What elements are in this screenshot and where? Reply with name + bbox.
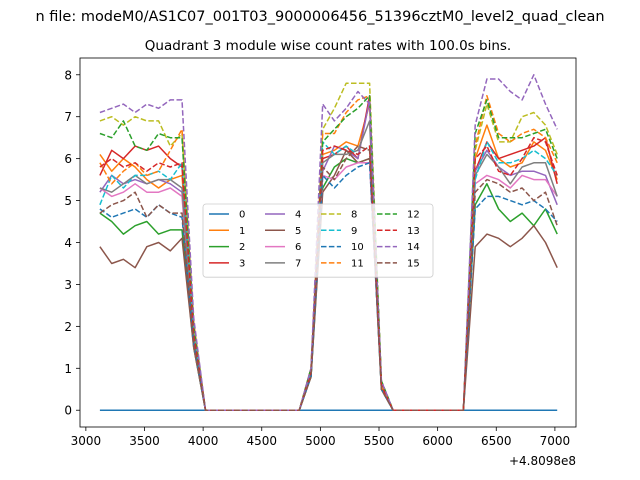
legend-label-5: 5 [295,226,301,237]
plot-area [99,74,558,411]
series-line-7 [99,120,558,411]
legend-label-13: 13 [407,226,420,237]
x-tick-label: 7000 [540,434,571,448]
legend-box [202,203,434,278]
x-tick-label: 4000 [188,434,219,448]
x-axis-offset-label: +4.8098e8 [509,454,576,468]
legend-label-6: 6 [295,242,301,253]
x-tick-label: 5000 [305,434,336,448]
plot-frame [79,57,577,428]
legend-label-11: 11 [351,258,364,269]
series-line-5 [99,149,558,411]
y-tick-label: 5 [64,194,72,208]
legend-label-14: 14 [407,242,420,253]
y-tick-label: 6 [64,152,72,166]
series-line-10 [99,162,558,411]
y-tick-label: 3 [64,278,72,292]
series-line-12 [99,94,558,411]
figure-suptitle: n file: modeM0/AS1C07_001T03_9000006456_… [35,9,604,25]
series-line-13 [99,136,558,411]
legend-label-12: 12 [407,210,420,221]
legend-label-0: 0 [239,210,245,221]
x-tick-label: 4500 [246,434,277,448]
series-line-15 [99,145,558,411]
y-tick-label: 8 [64,68,72,82]
series-line-11 [99,94,558,411]
axis-ticks: 3000 3500 4000 4500 5000 5500 6000 6500 70000123… [64,68,570,448]
legend-label-7: 7 [295,258,301,269]
series-line-8 [99,82,558,411]
x-tick-label: 6500 [481,434,512,448]
y-tick-label: 2 [64,320,72,334]
legend-label-8: 8 [351,210,357,221]
legend-label-10: 10 [351,242,364,253]
x-tick-label: 3000 [71,434,102,448]
legend-label-4: 4 [295,210,301,221]
x-tick-label: 6000 [422,434,453,448]
legend-label-9: 9 [351,226,357,237]
y-tick-label: 7 [64,110,72,124]
x-tick-label: 5500 [364,434,395,448]
legend-label-2: 2 [239,242,245,253]
y-tick-label: 4 [64,236,72,250]
legend-label-15: 15 [407,258,420,269]
y-tick-label: 0 [64,404,72,418]
legend-label-1: 1 [239,226,245,237]
y-tick-label: 1 [64,362,72,376]
chart-title: Quadrant 3 module wise count rates with … [145,38,511,54]
series-line-14 [99,74,558,411]
legend-label-3: 3 [239,258,245,269]
series-line-3 [99,94,558,411]
series-line-1 [99,103,558,411]
x-tick-label: 3500 [129,434,160,448]
series-line-6 [99,162,558,411]
